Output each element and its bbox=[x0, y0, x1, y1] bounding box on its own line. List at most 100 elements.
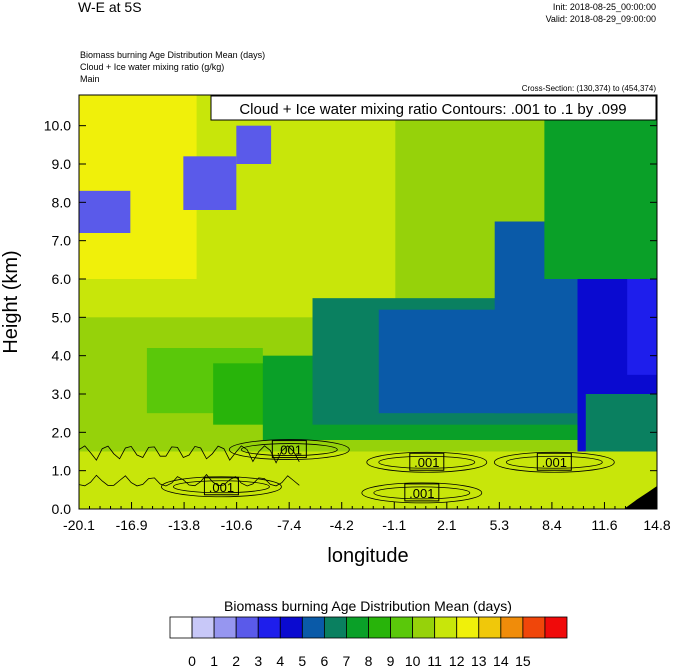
colorbar-swatch bbox=[346, 616, 369, 639]
terrain-fill bbox=[623, 486, 657, 509]
contour-label: .001 bbox=[209, 480, 234, 495]
field-label-2: Cloud + Ice water mixing ratio (g/kg) bbox=[80, 62, 224, 72]
x-tick-label: -16.9 bbox=[116, 517, 148, 533]
contour-labels: .001 .001 .001 .001 .001 bbox=[203, 440, 572, 502]
colorbar: 0 1 2 3 4 5 6 7 8 9 10 11 12 13 14 15 bbox=[169, 616, 568, 667]
colorbar-label: 10 bbox=[405, 653, 421, 667]
colorbar-swatch bbox=[390, 616, 414, 639]
colorbar-swatch bbox=[368, 616, 391, 639]
colorbar-swatch bbox=[257, 616, 281, 639]
contour-label: .001 bbox=[542, 455, 567, 470]
age-field bbox=[79, 95, 657, 509]
colorbar-label: 0 bbox=[188, 653, 196, 667]
y-axis: 0.0 1.0 2.0 3.0 4.0 5.0 6.0 7.0 8.0 9.0 10.0 bbox=[44, 118, 657, 517]
contour-label: .001 bbox=[409, 486, 434, 501]
colorbar-title: Biomass burning Age Distribution Mean (d… bbox=[224, 598, 512, 614]
field-region bbox=[183, 156, 237, 210]
contour-label-box bbox=[404, 483, 440, 502]
colorbar-label: 12 bbox=[449, 653, 465, 667]
contour-line bbox=[240, 443, 338, 456]
colorbar-label: 1 bbox=[210, 653, 218, 667]
x-axis: -20.1 -16.9 -13.8 -10.6 -7.4 -4.2 -1.1 2.1 5.3 8.… bbox=[63, 502, 671, 533]
y-tick-label: 4.0 bbox=[52, 348, 72, 364]
y-tick-label: 8.0 bbox=[52, 194, 72, 210]
contour-label-box bbox=[271, 440, 307, 459]
cross-section-label: Cross-Section: (130,374) to (454,374) bbox=[522, 84, 657, 93]
colorbar-swatch bbox=[544, 616, 568, 639]
colorbar-swatch bbox=[478, 616, 502, 639]
contour-line bbox=[378, 455, 476, 469]
colorbar-swatch bbox=[169, 616, 193, 639]
y-tick-label: 9.0 bbox=[52, 156, 72, 172]
field-label-3: Main bbox=[80, 74, 100, 84]
colorbar-swatch bbox=[456, 616, 480, 639]
contour-line bbox=[173, 480, 270, 494]
contour-line bbox=[505, 455, 603, 469]
colorbar-swatch bbox=[301, 616, 325, 639]
y-tick-label: 1.0 bbox=[52, 463, 72, 479]
colorbar-label: 14 bbox=[493, 653, 509, 667]
plot-title: W-E at 5S bbox=[78, 0, 142, 15]
x-tick-label: -10.6 bbox=[221, 517, 253, 533]
contour-line bbox=[366, 451, 488, 473]
y-tick-label: 7.0 bbox=[52, 233, 72, 249]
field-region bbox=[585, 394, 657, 452]
x-axis-label: longitude bbox=[327, 545, 408, 567]
x-tick-label: -13.8 bbox=[168, 517, 200, 533]
colorbar-label: 2 bbox=[232, 653, 240, 667]
x-tick-label: -20.1 bbox=[63, 517, 95, 533]
field-region bbox=[79, 95, 197, 279]
contour-label-box bbox=[409, 452, 445, 471]
y-tick-label: 3.0 bbox=[52, 386, 72, 402]
colorbar-label: 4 bbox=[276, 653, 284, 667]
x-tick-label: 2.1 bbox=[437, 517, 457, 533]
x-tick-label: -1.1 bbox=[382, 517, 406, 533]
x-tick-label: 11.6 bbox=[591, 517, 617, 533]
contour-info-box bbox=[210, 95, 657, 121]
y-tick-label: 5.0 bbox=[52, 309, 72, 325]
terrain bbox=[623, 486, 657, 509]
colorbar-swatch bbox=[279, 616, 303, 639]
colorbar-label: 15 bbox=[515, 653, 531, 667]
y-tick-label: 6.0 bbox=[52, 271, 72, 287]
colorbar-swatch bbox=[213, 616, 237, 639]
contour-info: Cloud + Ice water mixing ratio Contours:… bbox=[239, 101, 626, 118]
colorbar-swatch bbox=[323, 616, 347, 639]
contour-line bbox=[228, 439, 350, 460]
colorbar-swatch bbox=[434, 616, 458, 639]
field-region bbox=[236, 125, 272, 164]
contour-line bbox=[373, 486, 471, 500]
colorbar-swatch bbox=[191, 616, 215, 639]
field-label-1: Biomass burning Age Distribution Mean (d… bbox=[80, 50, 265, 60]
x-tick-label: -7.4 bbox=[277, 517, 301, 533]
contour-label: .001 bbox=[277, 443, 302, 458]
x-tick-label: 14.8 bbox=[643, 517, 670, 533]
cloud-contours bbox=[79, 439, 615, 504]
colorbar-label: 6 bbox=[320, 653, 328, 667]
contour-line bbox=[79, 445, 300, 464]
colorbar-label: 3 bbox=[254, 653, 262, 667]
y-tick-label: 2.0 bbox=[52, 424, 72, 440]
y-tick-label: 0.0 bbox=[52, 501, 72, 517]
contour-line bbox=[493, 451, 615, 473]
colorbar-label: 5 bbox=[298, 653, 306, 667]
colorbar-swatch bbox=[522, 616, 546, 639]
colorbar-label: 13 bbox=[471, 653, 487, 667]
colorbar-label: 11 bbox=[427, 653, 442, 667]
contour-line bbox=[161, 476, 282, 498]
field-region bbox=[544, 95, 657, 279]
x-tick-label: -4.2 bbox=[330, 517, 354, 533]
contour-line bbox=[361, 482, 483, 504]
contour-label-box bbox=[203, 477, 239, 496]
colorbar-label: 8 bbox=[365, 653, 373, 667]
colorbar-swatch bbox=[500, 616, 524, 639]
contour-line bbox=[79, 473, 300, 487]
plot-frame bbox=[78, 94, 658, 510]
colorbar-swatch bbox=[412, 616, 436, 639]
colorbar-swatch bbox=[235, 616, 259, 639]
init-time: Init: 2018-08-25_00:00:00 bbox=[553, 2, 656, 12]
x-tick-label: 8.4 bbox=[542, 517, 562, 533]
contour-label-box bbox=[536, 452, 572, 471]
contour-label: .001 bbox=[414, 455, 439, 470]
